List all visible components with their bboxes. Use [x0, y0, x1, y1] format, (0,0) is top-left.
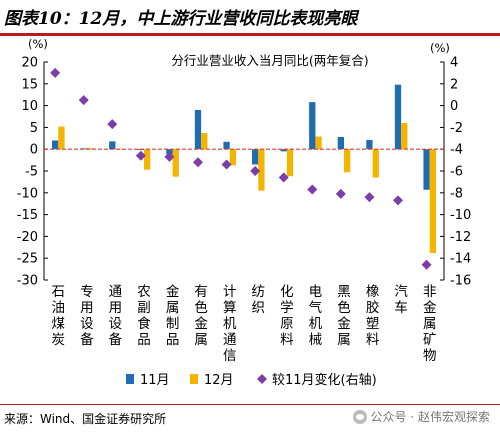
- change-marker: [50, 67, 61, 78]
- category-label: 汽车: [394, 284, 408, 316]
- right-tick-label: -4: [450, 143, 463, 158]
- change-marker: [393, 195, 403, 206]
- change-marker: [78, 95, 89, 106]
- left-tick-label: -15: [17, 208, 38, 223]
- bar-dec: [229, 149, 236, 166]
- bar-dec: [344, 149, 351, 173]
- legend-swatch: [257, 374, 267, 384]
- bar-dec: [144, 149, 151, 170]
- bar-nov: [166, 149, 173, 155]
- chart-title: 分行业营业收入当月同比(两年复合): [171, 53, 368, 68]
- change-marker: [193, 157, 203, 168]
- legend-label: 11月: [140, 373, 170, 388]
- bottom-rule: [0, 404, 500, 405]
- category-label: 有色金属: [194, 284, 208, 348]
- bar-dec: [315, 136, 322, 150]
- bar-nov: [337, 136, 344, 150]
- right-tick-label: 0: [450, 99, 458, 114]
- bar-nov: [252, 149, 259, 165]
- change-marker: [221, 159, 232, 170]
- watermark: 公众号 · 赵伟宏观探索: [352, 408, 490, 425]
- bar-nov: [109, 141, 116, 150]
- wechat-icon: [352, 409, 367, 424]
- right-tick-label: -14: [450, 252, 471, 267]
- category-label: 非金属矿物: [423, 284, 437, 364]
- category-label: 石油煤炭: [52, 284, 66, 348]
- change-marker: [107, 119, 118, 130]
- bar-dec: [429, 149, 436, 253]
- category-label: 化学原料: [280, 284, 294, 348]
- right-tick-label: -6: [450, 165, 463, 180]
- category-label: 通用设备: [109, 284, 123, 348]
- chart: 分行业营业收入当月同比(两年复合)(%) (%)-30-25-20-15-10-5…: [17, 38, 471, 388]
- change-marker: [335, 188, 346, 199]
- left-tick-label: 5: [30, 121, 38, 136]
- category-label: 橡胶塑料: [366, 284, 380, 348]
- left-tick-label: 20: [21, 56, 38, 71]
- left-tick-label: -25: [17, 252, 38, 267]
- bar-nov: [394, 84, 402, 150]
- category-label: 电气机械: [309, 284, 323, 348]
- category-label: 金属制品: [166, 284, 180, 348]
- bar-nov: [423, 149, 430, 190]
- right-axis-unit: (%): [430, 41, 450, 55]
- title-rule: [0, 33, 500, 36]
- change-marker: [250, 166, 261, 176]
- left-tick-label: -10: [17, 186, 38, 201]
- change-marker: [164, 151, 175, 162]
- change-marker: [135, 150, 146, 161]
- left-tick-label: -30: [17, 274, 38, 289]
- bar-nov: [366, 140, 373, 150]
- figure-title: 图表10：12月，中上游行业营收同比表现亮眼: [4, 9, 358, 29]
- bar-nov: [194, 109, 202, 150]
- right-tick-label: 4: [450, 56, 458, 71]
- right-tick-label: -12: [450, 230, 471, 245]
- right-tick-label: 2: [450, 77, 458, 92]
- change-marker: [307, 184, 318, 195]
- left-axis-unit: (%): [28, 38, 48, 51]
- bar-dec: [86, 147, 94, 150]
- change-marker: [364, 192, 375, 203]
- bar-dec: [401, 123, 408, 150]
- category-label: 计算机通信: [223, 284, 237, 364]
- bar-nov: [223, 141, 230, 150]
- change-marker: [421, 259, 432, 270]
- left-tick-label: 0: [30, 143, 38, 158]
- bar-nov: [52, 140, 59, 150]
- left-tick-label: 10: [21, 99, 38, 114]
- legend-label: 12月: [204, 373, 234, 388]
- bar-nov: [280, 149, 287, 152]
- legend-swatch: [190, 374, 198, 384]
- left-tick-label: 15: [21, 77, 38, 92]
- category-label: 黑色金属: [337, 284, 351, 348]
- legend-label: 较11月变化(右轴): [272, 372, 377, 388]
- bar-dec: [372, 149, 379, 178]
- bar-dec: [58, 126, 65, 150]
- change-marker: [278, 172, 289, 183]
- category-label: 纺织: [252, 284, 266, 316]
- legend-swatch: [126, 374, 134, 384]
- right-tick-label: -8: [450, 186, 463, 201]
- left-tick-label: -20: [17, 230, 38, 245]
- right-tick-label: -10: [450, 208, 471, 223]
- bar-dec: [201, 133, 208, 150]
- bar-dec: [172, 149, 179, 177]
- right-tick-label: -16: [450, 274, 471, 289]
- bar-nov: [309, 102, 316, 150]
- bar-dec: [258, 149, 265, 191]
- watermark-text: 公众号 · 赵伟宏观探索: [370, 410, 490, 424]
- left-tick-label: -5: [25, 165, 38, 180]
- source-note: 来源：Wind、国金证券研究所: [4, 412, 167, 426]
- bar-dec: [286, 149, 294, 177]
- category-label: 农副食品: [137, 284, 151, 348]
- category-label: 专用设备: [80, 284, 94, 348]
- right-tick-label: -2: [450, 121, 463, 136]
